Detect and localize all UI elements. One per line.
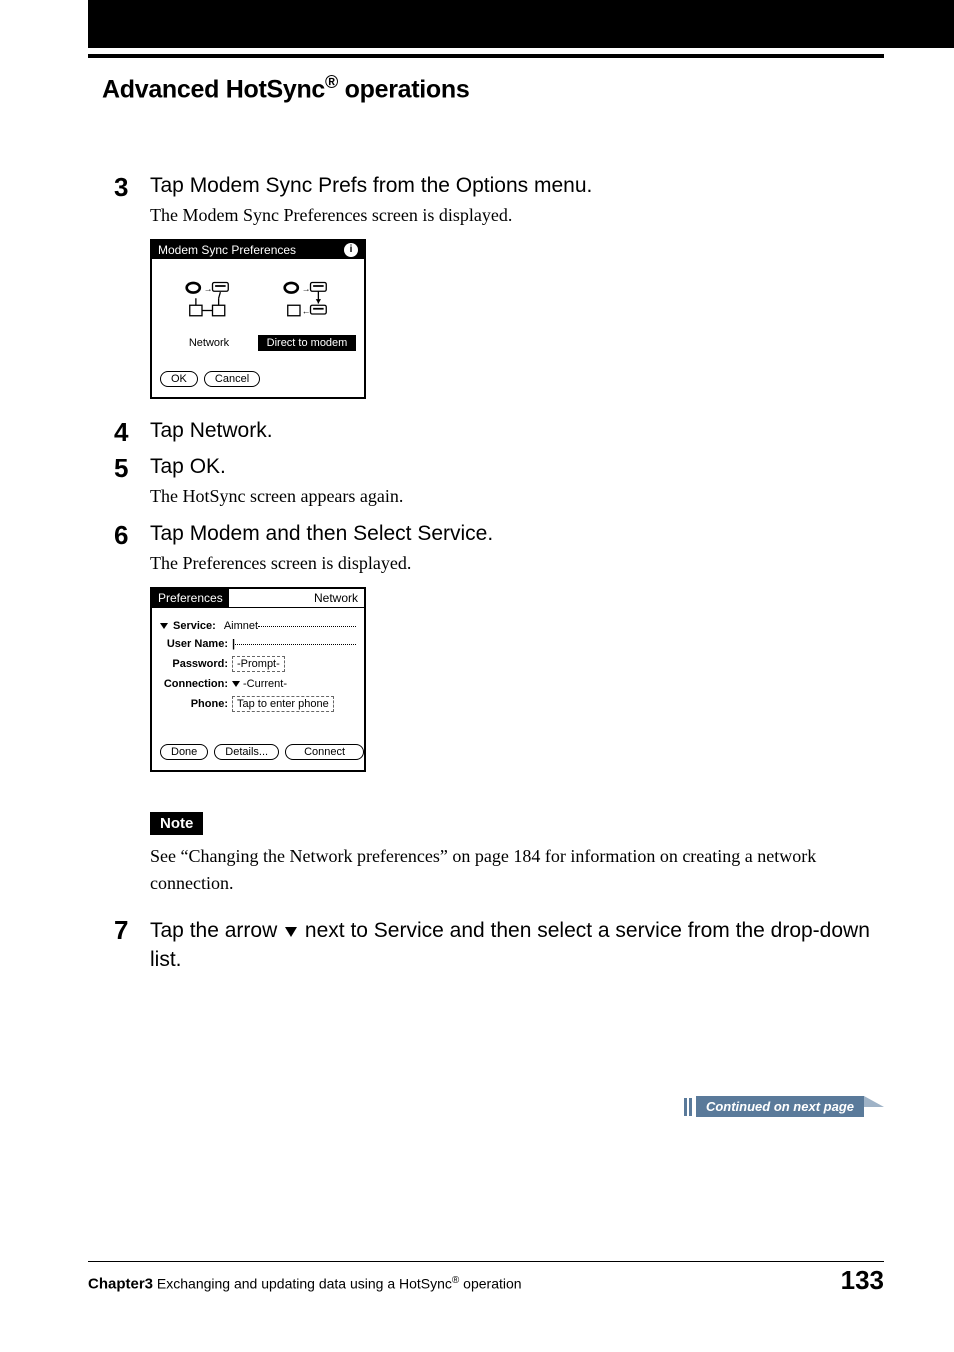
step-5-title: Tap OK.	[150, 455, 884, 479]
step-4-number: 4	[114, 417, 128, 448]
header-rule	[88, 54, 884, 58]
direct-icon: → ←	[277, 279, 337, 321]
continued-banner: Continued on next page	[684, 1096, 884, 1117]
password-value[interactable]: -Prompt-	[232, 656, 285, 672]
preferences-screenshot: Preferences Network Service: Aimnet User…	[150, 587, 366, 772]
pref-header-title: Preferences	[152, 589, 229, 607]
modem-options-row: → →	[152, 259, 364, 335]
connection-label: Connection:	[160, 678, 232, 690]
chapter-text: Exchanging and updating data using a Hot…	[157, 1276, 452, 1292]
pref-header: Preferences Network	[152, 589, 364, 608]
modem-screenshot-title: Modem Sync Preferences	[158, 243, 296, 257]
modem-buttons: OK Cancel	[152, 361, 364, 397]
connect-button[interactable]: Connect	[285, 744, 364, 760]
service-label: Service:	[171, 620, 220, 632]
dropdown-icon[interactable]	[160, 623, 168, 629]
pref-password-row: Password: -Prompt-	[160, 656, 356, 672]
done-button[interactable]: Done	[160, 744, 208, 760]
note-badge: Note	[150, 812, 203, 835]
cancel-button[interactable]: Cancel	[204, 371, 260, 387]
step-7: 7 Tap the arrow next to Service and then…	[130, 917, 884, 974]
ok-button[interactable]: OK	[160, 371, 198, 387]
pref-service-row: Service: Aimnet	[160, 620, 356, 632]
continued-bars	[684, 1098, 692, 1116]
registered-mark: ®	[325, 72, 338, 92]
info-icon: i	[344, 243, 358, 257]
phone-value[interactable]: Tap to enter phone	[232, 696, 334, 712]
username-label: User Name:	[160, 638, 232, 650]
content: 3 Tap Modem Sync Prefs from the Options …	[150, 174, 884, 974]
modem-screenshot-titlebar: Modem Sync Preferences i	[152, 241, 364, 259]
direct-option[interactable]: → ←	[277, 279, 337, 321]
step-6-body: The Preferences screen is displayed.	[150, 550, 884, 577]
step-5-number: 5	[114, 453, 128, 484]
connection-dropdown-icon[interactable]	[232, 681, 240, 687]
step-6-title: Tap Modem and then Select Service.	[150, 522, 884, 546]
svg-text:→: →	[204, 284, 213, 294]
password-label: Password:	[160, 658, 232, 670]
step-3-title: Tap Modem Sync Prefs from the Options me…	[150, 174, 884, 198]
chapter-label: Chapter3	[88, 1276, 153, 1293]
step-5-body: The HotSync screen appears again.	[150, 483, 884, 510]
footer-left: Chapter3 Exchanging and updating data us…	[88, 1275, 522, 1293]
network-option[interactable]: →	[179, 279, 239, 321]
pref-body: Service: Aimnet User Name: | Password: -…	[152, 608, 364, 726]
step-4: 4 Tap Network.	[150, 419, 884, 443]
top-banner	[88, 0, 954, 48]
step-6-number: 6	[114, 520, 128, 551]
section-title: Advanced HotSync® operations	[102, 72, 954, 104]
username-input[interactable]	[235, 643, 356, 645]
network-icon: →	[179, 279, 239, 321]
title-prefix: Advanced HotSync	[102, 75, 325, 103]
details-button[interactable]: Details...	[214, 744, 279, 760]
down-arrow-icon	[285, 927, 297, 937]
step-7-part1: Tap the arrow	[150, 919, 283, 942]
title-suffix: operations	[338, 75, 469, 103]
modem-sync-screenshot: Modem Sync Preferences i →	[150, 239, 366, 399]
network-label[interactable]: Network	[160, 335, 258, 351]
step-3: 3 Tap Modem Sync Prefs from the Options …	[150, 174, 884, 399]
step-3-number: 3	[114, 172, 128, 203]
step-7-title: Tap the arrow next to Service and then s…	[150, 917, 884, 974]
svg-text:→: →	[302, 284, 311, 294]
connection-value[interactable]: -Current-	[243, 678, 287, 690]
step-3-body: The Modem Sync Preferences screen is dis…	[150, 202, 884, 229]
continued-arrow-icon	[864, 1096, 884, 1107]
step-5: 5 Tap OK. The HotSync screen appears aga…	[150, 455, 884, 510]
page-number: 133	[841, 1265, 884, 1296]
pref-connection-row: Connection: -Current-	[160, 678, 356, 690]
phone-label: Phone:	[160, 698, 232, 710]
modem-option-labels: Network Direct to modem	[152, 335, 364, 361]
service-underline	[258, 625, 356, 627]
footer-rule	[88, 1261, 884, 1262]
svg-text:←: ←	[302, 306, 311, 316]
pref-phone-row: Phone: Tap to enter phone	[160, 696, 356, 712]
note-text: See “Changing the Network preferences” o…	[150, 843, 884, 897]
chapter-suffix: operation	[459, 1276, 521, 1292]
step-7-number: 7	[114, 915, 128, 946]
pref-header-category[interactable]: Network	[314, 591, 358, 605]
continued-text: Continued on next page	[696, 1096, 864, 1117]
service-value[interactable]: Aimnet	[220, 620, 258, 632]
pref-buttons: Done Details... Connect	[152, 726, 364, 770]
pref-username-row: User Name: |	[160, 638, 356, 650]
footer: Chapter3 Exchanging and updating data us…	[88, 1265, 884, 1296]
step-4-title: Tap Network.	[150, 419, 884, 443]
direct-label[interactable]: Direct to modem	[258, 335, 356, 351]
step-6: 6 Tap Modem and then Select Service. The…	[150, 522, 884, 897]
